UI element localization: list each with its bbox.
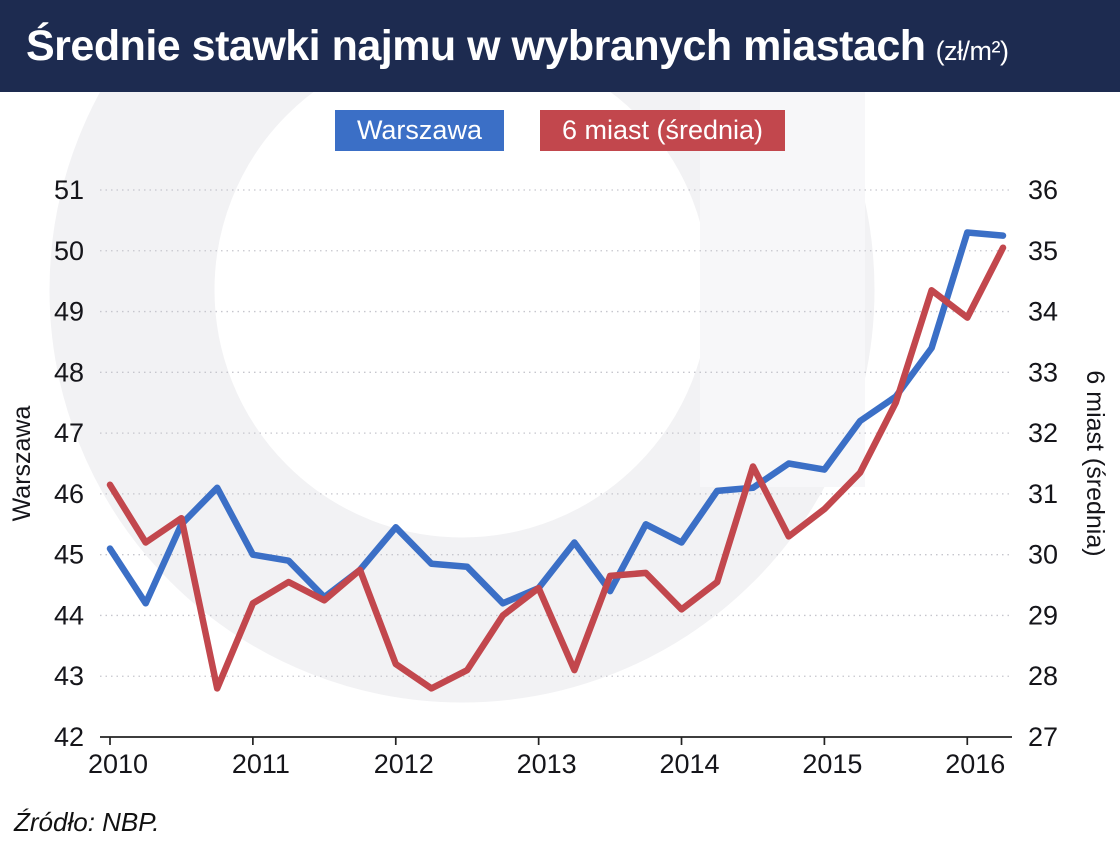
svg-text:33: 33 (1028, 357, 1058, 387)
svg-text:2015: 2015 (802, 749, 862, 779)
svg-text:45: 45 (54, 540, 84, 570)
legend-item-warszawa: Warszawa (334, 110, 504, 151)
legend-label-6miast: 6 miast (średnia) (561, 115, 764, 145)
svg-text:6 miast (średnia): 6 miast (średnia) (1081, 370, 1109, 556)
svg-text:44: 44 (54, 600, 84, 630)
legend-item-6miast: 6 miast (średnia) (539, 110, 786, 151)
source-note: Źródło: NBP. (14, 807, 160, 837)
svg-text:42: 42 (54, 722, 84, 752)
svg-text:48: 48 (54, 357, 84, 387)
svg-text:Warszawa: Warszawa (8, 406, 36, 522)
svg-text:50: 50 (54, 236, 84, 266)
svg-text:27: 27 (1028, 722, 1058, 752)
page-title: Średnie stawki najmu w wybranych miastac… (26, 21, 1009, 70)
svg-text:34: 34 (1028, 297, 1058, 327)
legend-label-warszawa: Warszawa (356, 115, 482, 145)
svg-text:36: 36 (1028, 175, 1058, 205)
svg-text:43: 43 (54, 661, 84, 691)
svg-text:31: 31 (1028, 479, 1058, 509)
svg-text:47: 47 (54, 418, 84, 448)
svg-text:28: 28 (1028, 661, 1058, 691)
title-unit: (zł/m²) (935, 35, 1009, 66)
watermark-block (700, 92, 865, 487)
svg-text:51: 51 (54, 175, 84, 205)
svg-text:30: 30 (1028, 540, 1058, 570)
page-title-text: Średnie stawki najmu w wybranych miastac… (26, 21, 926, 70)
svg-text:2011: 2011 (232, 749, 290, 779)
svg-text:29: 29 (1028, 600, 1058, 630)
svg-text:2013: 2013 (517, 749, 577, 779)
header: Średnie stawki najmu w wybranych miastac… (0, 0, 1120, 92)
svg-text:35: 35 (1028, 236, 1058, 266)
svg-text:2012: 2012 (374, 749, 434, 779)
svg-text:2014: 2014 (659, 749, 719, 779)
legend: Warszawa 6 miast (średnia) (0, 110, 1120, 151)
svg-text:2010: 2010 (88, 749, 148, 779)
svg-text:46: 46 (54, 479, 84, 509)
svg-text:49: 49 (54, 297, 84, 327)
svg-text:2016: 2016 (945, 749, 1005, 779)
svg-text:32: 32 (1028, 418, 1058, 448)
